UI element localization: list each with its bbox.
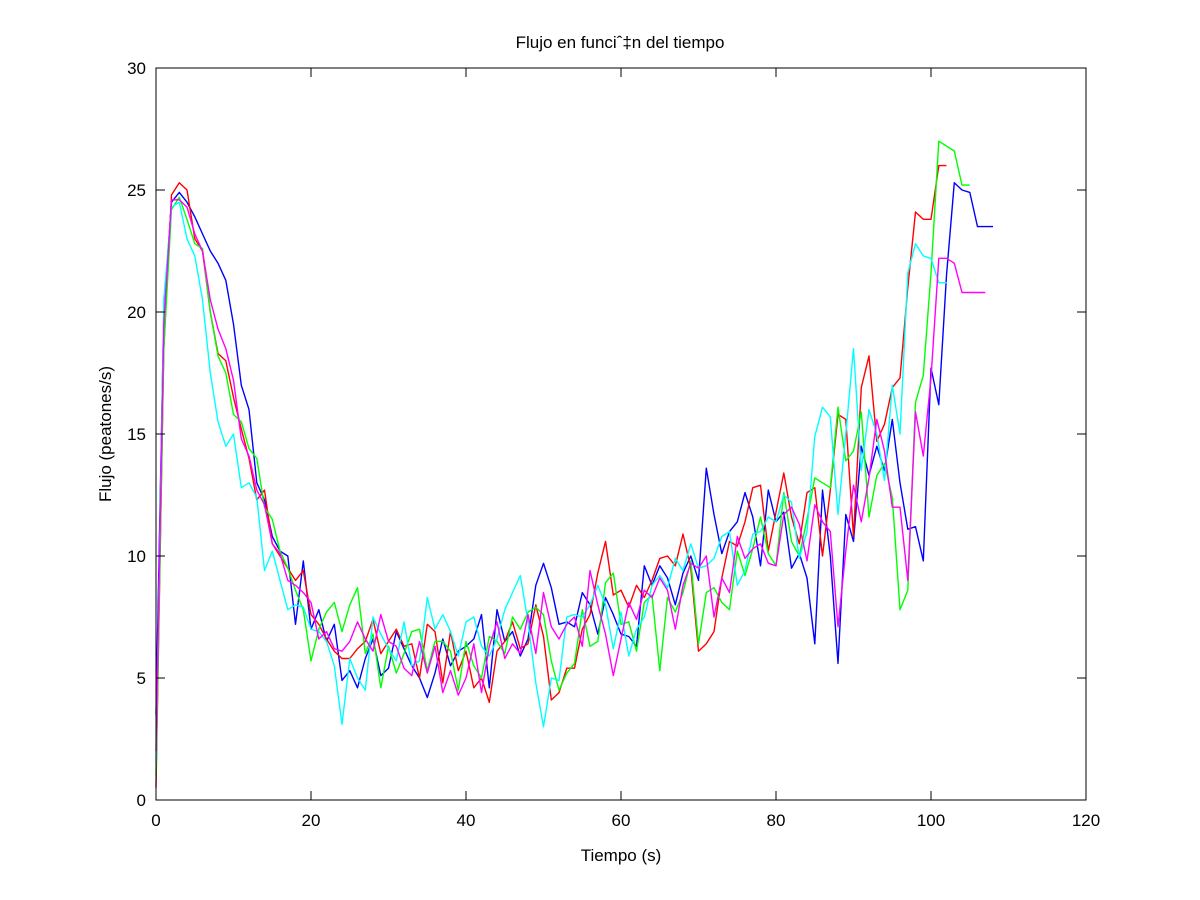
y-tick-label-3: 15: [127, 425, 146, 444]
series-line-3: [155, 140, 970, 776]
series-line-2: [155, 164, 947, 788]
x-tick-label-4: 80: [767, 811, 786, 830]
series-layer: [155, 140, 993, 788]
x-tick-label-2: 40: [457, 811, 476, 830]
x-tick-label-5: 100: [917, 811, 945, 830]
y-axis-label: Flujo (peatones/s): [96, 366, 115, 502]
y-tick-label-1: 5: [137, 669, 146, 688]
x-tick-label-0: 0: [151, 811, 160, 830]
y-tick-label-0: 0: [137, 791, 146, 810]
x-tick-label-3: 60: [612, 811, 631, 830]
axes-layer: 0 20 40 60 80 100 120 0 5 10 15 20 25 30: [127, 59, 1100, 830]
y-tick-label-5: 25: [127, 181, 146, 200]
x-axis-label: Tiempo (s): [581, 846, 662, 865]
plot-frame: [155, 67, 1087, 801]
series-line-1: [155, 181, 993, 715]
y-tick-label-6: 30: [127, 59, 146, 78]
series-line-4: [155, 201, 947, 764]
x-tick-label-6: 120: [1072, 811, 1100, 830]
series-line-5: [155, 199, 986, 752]
x-tick-label-1: 20: [302, 811, 321, 830]
y-tick-label-2: 10: [127, 547, 146, 566]
chart-title: Flujo en funciˆ‡n del tiempo: [516, 33, 725, 52]
y-tick-label-4: 20: [127, 303, 146, 322]
